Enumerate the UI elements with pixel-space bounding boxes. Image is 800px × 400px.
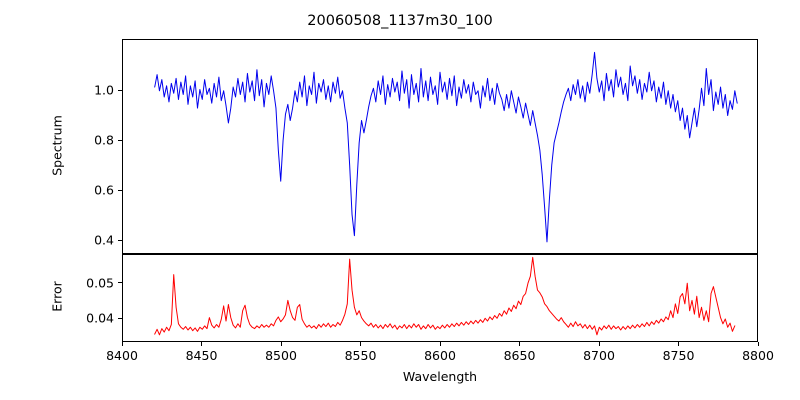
x-tick-label: 8450 xyxy=(185,348,218,363)
x-tick-mark xyxy=(121,342,123,346)
x-axis-label: Wavelength xyxy=(402,369,478,384)
error-y-tick-label: 0.04 xyxy=(86,310,114,326)
x-tick-mark xyxy=(519,342,521,346)
x-tick-mark xyxy=(439,342,441,346)
x-tick-mark xyxy=(280,342,282,346)
spectrum-y-tick-label: 0.8 xyxy=(94,132,114,148)
spectrum-y-tick-label: 0.4 xyxy=(94,232,114,248)
error-plot-area xyxy=(123,255,757,341)
x-tick-mark xyxy=(757,342,759,346)
spectrum-y-tick-label: 0.6 xyxy=(94,182,114,198)
x-tick-label: 8600 xyxy=(424,348,456,363)
spectrum-y-tick-mark xyxy=(118,89,122,91)
spectrum-y-tick-mark xyxy=(118,189,122,191)
spectrum-y-tick-label: 1.0 xyxy=(94,82,114,98)
x-tick-label: 8550 xyxy=(344,348,377,363)
x-tick-label: 8800 xyxy=(742,348,774,363)
spectrum-y-tick-mark xyxy=(118,139,122,141)
figure-title: 20060508_1137m30_100 xyxy=(307,13,493,29)
error-axes xyxy=(122,254,758,342)
spectrum-plot-area xyxy=(123,40,757,253)
x-tick-label: 8750 xyxy=(662,348,695,363)
spectrum-line xyxy=(155,52,737,241)
x-tick-label: 8700 xyxy=(583,348,615,363)
error-y-tick-mark xyxy=(118,282,122,284)
x-tick-label: 8500 xyxy=(265,348,297,363)
spectrum-y-tick-mark xyxy=(118,239,122,241)
error-y-tick-mark xyxy=(118,317,122,319)
x-tick-mark xyxy=(201,342,203,346)
x-tick-label: 8400 xyxy=(106,348,138,363)
error-y-tick-label: 0.05 xyxy=(86,275,114,291)
spectrum-axes xyxy=(122,39,758,254)
x-tick-mark xyxy=(598,342,600,346)
x-tick-mark xyxy=(678,342,680,346)
error-line xyxy=(155,257,735,334)
x-tick-label: 8650 xyxy=(503,348,536,363)
x-tick-mark xyxy=(360,342,362,346)
